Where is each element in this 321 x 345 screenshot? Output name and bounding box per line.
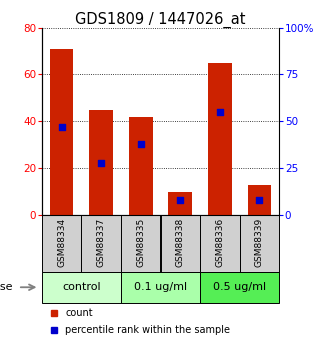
Bar — [208, 63, 232, 215]
Bar — [240, 215, 279, 272]
Point — [257, 197, 262, 203]
Point — [59, 124, 64, 130]
Bar — [81, 215, 121, 272]
Text: percentile rank within the sample: percentile rank within the sample — [65, 325, 230, 335]
Text: dose: dose — [0, 282, 13, 292]
Text: 0.5 ug/ml: 0.5 ug/ml — [213, 282, 266, 292]
Bar — [121, 215, 160, 272]
Bar — [89, 110, 113, 215]
Text: count: count — [65, 307, 93, 317]
Bar — [247, 185, 271, 215]
Bar — [121, 272, 200, 303]
Title: GDS1809 / 1447026_at: GDS1809 / 1447026_at — [75, 11, 246, 28]
Point — [138, 141, 143, 147]
Text: GSM88335: GSM88335 — [136, 218, 145, 267]
Text: 0.1 ug/ml: 0.1 ug/ml — [134, 282, 187, 292]
Bar — [42, 215, 81, 272]
Point — [217, 109, 222, 115]
Point — [99, 160, 104, 165]
Bar — [50, 49, 74, 215]
Text: GSM88334: GSM88334 — [57, 218, 66, 267]
Text: GSM88336: GSM88336 — [215, 218, 224, 267]
Text: GSM88339: GSM88339 — [255, 218, 264, 267]
Text: GSM88338: GSM88338 — [176, 218, 185, 267]
Text: control: control — [62, 282, 100, 292]
Text: GSM88337: GSM88337 — [97, 218, 106, 267]
Bar — [42, 272, 121, 303]
Bar — [160, 215, 200, 272]
Bar — [200, 272, 279, 303]
Bar — [200, 215, 240, 272]
Bar — [129, 117, 152, 215]
Point — [178, 197, 183, 203]
Bar — [169, 192, 192, 215]
